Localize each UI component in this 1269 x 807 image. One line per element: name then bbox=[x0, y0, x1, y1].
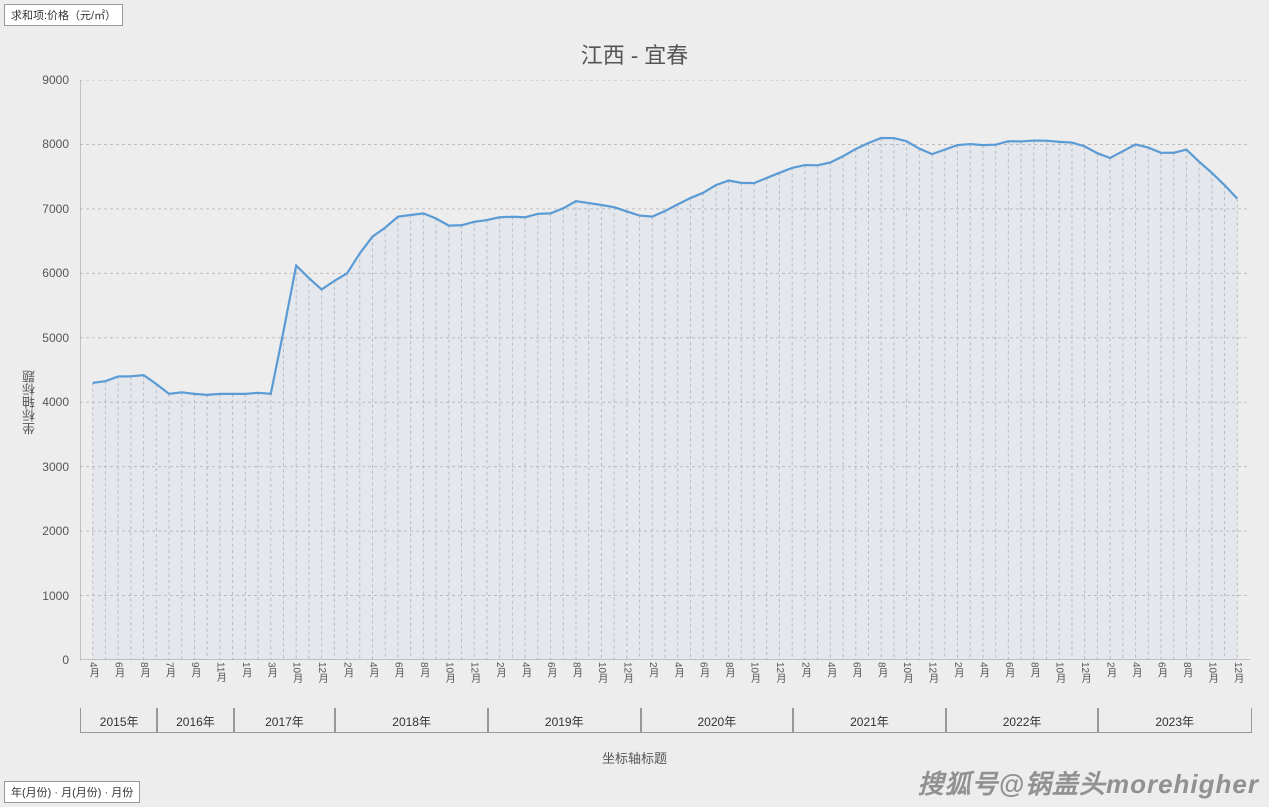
x-group-year: 2020年 bbox=[640, 708, 795, 733]
x-tick-month: 6月 bbox=[1153, 662, 1168, 678]
x-tick-month: 2月 bbox=[1103, 662, 1118, 678]
y-tick-label: 9000 bbox=[42, 73, 69, 87]
x-tick-month: 3月 bbox=[263, 662, 278, 678]
x-tick-month: 4月 bbox=[670, 662, 685, 678]
x-group-year: 2019年 bbox=[487, 708, 642, 733]
x-group-year: 2023年 bbox=[1097, 708, 1252, 733]
y-tick-label: 6000 bbox=[42, 266, 69, 280]
y-tick-label: 2000 bbox=[42, 524, 69, 538]
x-tick-month: 4月 bbox=[518, 662, 533, 678]
x-tick-month: 4月 bbox=[975, 662, 990, 678]
chart-plot-area bbox=[80, 80, 1250, 660]
x-tick-month: 4月 bbox=[365, 662, 380, 678]
x-tick-month: 6月 bbox=[543, 662, 558, 678]
watermark: 搜狐号@锅盖头morehigher bbox=[918, 764, 1259, 801]
x-tick-month: 4月 bbox=[1128, 662, 1143, 678]
x-tick-month: 12月 bbox=[467, 662, 482, 683]
x-tick-month: 6月 bbox=[696, 662, 711, 678]
x-tick-month: 4月 bbox=[823, 662, 838, 678]
x-tick-month: 7月 bbox=[162, 662, 177, 678]
x-tick-month: 6月 bbox=[390, 662, 405, 678]
y-tick-label: 8000 bbox=[42, 137, 69, 151]
x-tick-month: 2月 bbox=[645, 662, 660, 678]
y-tick-label: 5000 bbox=[42, 331, 69, 345]
legend-bottom: 年(月份) · 月(月份) · 月份 bbox=[4, 781, 140, 803]
chart-title: 江西 - 宜春 bbox=[0, 38, 1269, 70]
x-tick-month: 10月 bbox=[1052, 662, 1067, 683]
y-tick-label: 0 bbox=[62, 653, 69, 667]
x-group-year: 2018年 bbox=[334, 708, 489, 733]
x-tick-month: 8月 bbox=[416, 662, 431, 678]
y-tick-label: 4000 bbox=[42, 395, 69, 409]
x-tick-month: 8月 bbox=[1026, 662, 1041, 678]
legend-top: 求和项:价格（元/㎡） bbox=[4, 4, 123, 26]
y-tick-label: 3000 bbox=[42, 460, 69, 474]
x-tick-month: 12月 bbox=[1077, 662, 1092, 683]
x-group-year: 2022年 bbox=[945, 708, 1100, 733]
x-tick-month: 6月 bbox=[848, 662, 863, 678]
x-tick-month: 12月 bbox=[772, 662, 787, 683]
x-tick-month: 10月 bbox=[289, 662, 304, 683]
x-tick-month: 8月 bbox=[568, 662, 583, 678]
x-tick-month: 8月 bbox=[721, 662, 736, 678]
x-tick-month: 8月 bbox=[1179, 662, 1194, 678]
x-tick-month: 8月 bbox=[136, 662, 151, 678]
x-tick-month: 9月 bbox=[187, 662, 202, 678]
x-tick-month: 12月 bbox=[925, 662, 940, 683]
x-tick-month: 6月 bbox=[111, 662, 126, 678]
x-tick-month: 12月 bbox=[314, 662, 329, 683]
x-axis-container: 4月 6月 8月 2015年 7月 9月 11月 2016年 1月 3月 10月 12月 2017年 2月… bbox=[80, 660, 1250, 745]
x-group-year: 2015年 bbox=[80, 708, 158, 733]
x-tick-month: 2月 bbox=[950, 662, 965, 678]
x-tick-month: 12月 bbox=[619, 662, 634, 683]
x-tick-month: 8月 bbox=[874, 662, 889, 678]
x-tick-month: 6月 bbox=[1001, 662, 1016, 678]
x-tick-month: 12月 bbox=[1230, 662, 1245, 683]
x-tick-month: 10月 bbox=[1204, 662, 1219, 683]
y-tick-label: 1000 bbox=[42, 589, 69, 603]
y-axis-label: 坐标轴标题 bbox=[20, 370, 39, 435]
x-tick-month: 11月 bbox=[212, 662, 227, 682]
x-tick-month: 2月 bbox=[797, 662, 812, 678]
y-tick-label: 7000 bbox=[42, 202, 69, 216]
x-tick-month: 10月 bbox=[594, 662, 609, 683]
x-group-year: 2016年 bbox=[156, 708, 234, 733]
x-tick-month: 1月 bbox=[238, 662, 253, 678]
x-tick-month: 4月 bbox=[85, 662, 100, 678]
x-tick-month: 10月 bbox=[899, 662, 914, 683]
x-tick-month: 2月 bbox=[492, 662, 507, 678]
x-tick-month: 10月 bbox=[441, 662, 456, 683]
x-tick-month: 10月 bbox=[747, 662, 762, 683]
x-tick-month: 2月 bbox=[340, 662, 355, 678]
x-group-year: 2017年 bbox=[233, 708, 337, 733]
x-group-year: 2021年 bbox=[792, 708, 947, 733]
